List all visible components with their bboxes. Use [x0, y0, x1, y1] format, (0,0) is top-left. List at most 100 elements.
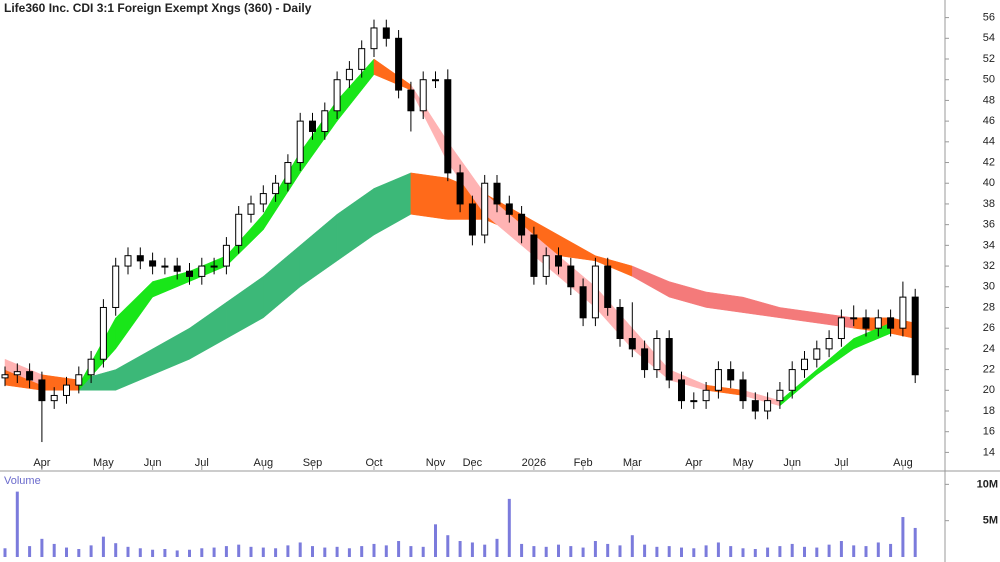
x-tick-label: 2026 — [522, 457, 546, 469]
volume-bar — [372, 543, 376, 557]
candle-body — [296, 120, 304, 164]
candle-body — [259, 193, 267, 205]
x-tick-label: Apr — [33, 457, 50, 469]
y-tick-label: 50 — [983, 74, 995, 86]
candle-body — [874, 317, 882, 329]
candle-body — [444, 79, 452, 174]
candle-body — [751, 400, 759, 412]
y-tick-label: 56 — [983, 12, 995, 24]
volume-bar — [507, 498, 511, 557]
candle-body — [825, 338, 833, 350]
candle-body — [628, 338, 636, 350]
volume-bar — [520, 543, 524, 557]
candle-body — [776, 389, 784, 402]
volume-bar — [876, 542, 880, 557]
volume-bar — [889, 543, 893, 557]
plot-layer: 14 16 18 20 22 24 26 28 30 32 34 36 38 40 42 44 46 48 50 52… — [1, 12, 998, 557]
y-tick-label: 46 — [983, 115, 995, 127]
candle-body — [493, 182, 501, 205]
y-tick-label: 36 — [983, 219, 995, 231]
volume-bar — [52, 543, 56, 557]
volume-bar — [839, 541, 843, 557]
candle-body — [468, 203, 476, 236]
candle-body — [186, 270, 193, 277]
candle-body — [235, 213, 243, 246]
volume-bar — [766, 547, 770, 557]
volume-bar — [704, 545, 708, 557]
volume-bar — [913, 527, 917, 557]
volume-tick-label: 10M — [977, 478, 998, 490]
volume-bar — [286, 545, 290, 557]
volume-bar — [753, 549, 757, 557]
y-tick-label: 20 — [983, 384, 995, 396]
volume-bar — [323, 547, 327, 557]
volume-bar — [458, 541, 462, 557]
candle-body — [591, 265, 599, 319]
candle-body — [911, 296, 919, 376]
volume-bar — [569, 546, 573, 557]
volume-bar — [212, 547, 216, 557]
candle-body — [604, 265, 612, 308]
candle-body — [555, 255, 562, 267]
y-tick-label: 24 — [983, 343, 995, 355]
y-tick-label: 32 — [983, 260, 995, 272]
volume-bar — [803, 546, 806, 557]
volume-bar — [581, 547, 585, 557]
candle-body — [788, 369, 796, 391]
volume-bar — [544, 546, 548, 557]
candle-body — [382, 27, 390, 39]
volume-bar — [175, 550, 179, 557]
volume-bar — [815, 547, 819, 557]
candle-body — [714, 369, 722, 391]
candle-body — [222, 244, 230, 267]
candle-body — [309, 120, 316, 132]
volume-bar — [434, 524, 437, 557]
candle-body — [26, 371, 34, 381]
candle-body — [862, 317, 870, 329]
volume-bar — [864, 546, 868, 557]
candle-body — [481, 182, 489, 236]
candle-body — [321, 110, 329, 132]
volume-bar — [446, 535, 450, 557]
candle-body — [432, 79, 439, 82]
x-tick-label: Feb — [574, 457, 593, 469]
candle-body — [678, 379, 685, 402]
y-tick-label: 38 — [983, 198, 995, 210]
candle-body — [13, 371, 21, 376]
x-tick-label: Jun — [783, 457, 801, 469]
chart-title: Life360 Inc. CDI 3:1 Foreign Exempt Xngs… — [4, 1, 312, 15]
volume-bar — [335, 546, 339, 557]
candle-body — [247, 203, 255, 215]
volume-bar — [188, 549, 191, 557]
ribbon-segment — [410, 172, 449, 220]
candle-body — [641, 348, 649, 371]
x-tick-label: May — [733, 457, 754, 469]
volume-bar — [126, 546, 130, 557]
volume-bar — [729, 546, 733, 557]
volume-bar — [77, 549, 81, 557]
candle-body — [764, 400, 772, 412]
x-tick-label: Oct — [365, 457, 382, 469]
y-tick-label: 34 — [983, 239, 995, 251]
volume-bar — [557, 544, 560, 557]
volume-bar — [532, 546, 536, 557]
y-tick-label: 40 — [983, 177, 995, 189]
volume-bar — [261, 547, 265, 557]
candle-body — [1, 374, 9, 379]
volume-bar — [274, 548, 278, 557]
candle-body — [542, 255, 550, 277]
y-tick-label: 52 — [983, 53, 995, 65]
y-tick-label: 42 — [983, 156, 995, 168]
y-tick-label: 22 — [983, 363, 995, 375]
volume-bar — [89, 545, 93, 557]
candle-body — [210, 265, 218, 268]
candle-body — [149, 260, 157, 267]
candle-body — [124, 255, 132, 267]
candle-body — [456, 172, 464, 205]
y-tick-label: 48 — [983, 94, 995, 106]
y-tick-label: 18 — [983, 405, 995, 417]
candle-body — [284, 162, 292, 184]
